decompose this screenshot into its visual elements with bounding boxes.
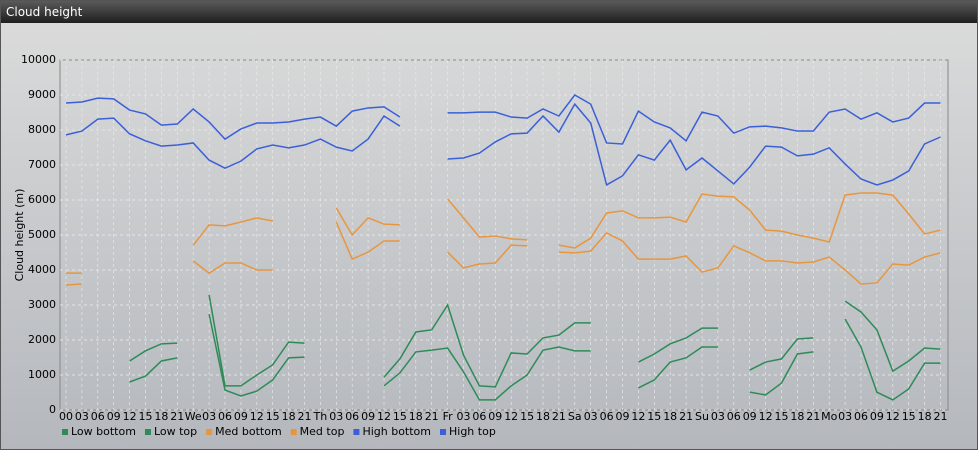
legend-swatch <box>144 429 151 435</box>
window-title: Cloud height <box>1 1 977 23</box>
legend-label: High bottom <box>362 425 431 438</box>
legend-label: Low top <box>154 425 197 438</box>
x-tick-label: 09 <box>234 410 248 423</box>
x-tick-label: 06 <box>218 410 232 423</box>
x-tick-label: 18 <box>282 410 296 423</box>
x-tick-label: 09 <box>361 410 375 423</box>
x-tick-label: Su <box>695 410 709 423</box>
x-tick-label: 18 <box>536 410 550 423</box>
x-tick-label: Fr <box>443 410 454 423</box>
x-tick-label: 15 <box>902 410 916 423</box>
x-tick-label: 09 <box>616 410 630 423</box>
x-tick-label: 00 <box>59 410 73 423</box>
legend-swatch <box>290 429 297 435</box>
x-tick-label: 21 <box>298 410 312 423</box>
x-tick-label: 15 <box>775 410 789 423</box>
x-tick-label: 03 <box>457 410 471 423</box>
y-tick-label: 4000 <box>28 263 56 276</box>
series-line <box>65 221 941 286</box>
y-tick-label: 3000 <box>28 298 56 311</box>
x-tick-label: 12 <box>504 410 518 423</box>
x-tick-label: 06 <box>472 410 486 423</box>
series-line <box>66 192 941 274</box>
x-tick-label: 09 <box>870 410 884 423</box>
y-tick-label: 10000 <box>21 53 56 66</box>
x-tick-label: 09 <box>107 410 121 423</box>
x-tick-label: 15 <box>139 410 153 423</box>
x-tick-label: Th <box>313 410 328 423</box>
x-tick-label: 12 <box>886 410 900 423</box>
x-tick-label: 21 <box>934 410 948 423</box>
x-tick-label: We <box>185 410 202 423</box>
x-tick-label: 03 <box>75 410 89 423</box>
legend-swatch <box>62 429 68 435</box>
x-tick-label: 15 <box>647 410 661 423</box>
x-tick-label: 03 <box>329 410 343 423</box>
x-tick-label: 12 <box>631 410 645 423</box>
x-tick-label: 03 <box>202 410 216 423</box>
x-tick-label: 18 <box>918 410 932 423</box>
x-tick-label: 15 <box>266 410 280 423</box>
y-tick-label: 7000 <box>28 158 56 171</box>
x-tick-label: 06 <box>727 410 741 423</box>
x-tick-label: 21 <box>425 410 439 423</box>
legend-swatch <box>440 429 446 435</box>
x-tick-label: 18 <box>790 410 804 423</box>
x-tick-label: 21 <box>679 410 693 423</box>
x-tick-label: 21 <box>170 410 184 423</box>
y-tick-label: 5000 <box>28 228 56 241</box>
x-tick-label: 12 <box>123 410 137 423</box>
x-tick-label: 21 <box>552 410 566 423</box>
x-tick-label: 09 <box>488 410 502 423</box>
x-tick-label: 12 <box>759 410 773 423</box>
x-tick-label: 18 <box>409 410 423 423</box>
x-tick-label: 06 <box>854 410 868 423</box>
x-tick-label: 09 <box>743 410 757 423</box>
x-tick-label: Mo <box>821 410 837 423</box>
x-tick-label: 18 <box>663 410 677 423</box>
legend-label: High top <box>449 425 496 438</box>
y-tick-label: 8000 <box>28 123 56 136</box>
x-tick-label: 12 <box>377 410 391 423</box>
legend-label: Low bottom <box>71 425 136 438</box>
x-tick-label: 06 <box>345 410 359 423</box>
legend-swatch <box>353 429 360 435</box>
x-tick-label: 03 <box>711 410 725 423</box>
legend-label: Med bottom <box>215 425 282 438</box>
x-tick-label: 12 <box>250 410 264 423</box>
x-tick-label: 18 <box>154 410 168 423</box>
x-tick-label: 03 <box>838 410 852 423</box>
series-line <box>129 294 941 388</box>
series-line <box>65 94 941 145</box>
x-tick-label: 21 <box>806 410 820 423</box>
x-tick-label: 06 <box>91 410 105 423</box>
y-tick-label: 6000 <box>28 193 56 206</box>
series-line <box>129 313 941 401</box>
x-tick-label: 06 <box>600 410 614 423</box>
series-line <box>65 102 941 187</box>
y-tick-label: 2000 <box>28 333 56 346</box>
x-tick-label: 15 <box>393 410 407 423</box>
x-tick-label: 15 <box>520 410 534 423</box>
y-tick-label: 9000 <box>28 88 56 101</box>
legend-swatch <box>206 429 213 435</box>
y-tick-label: 1000 <box>28 368 56 381</box>
y-tick-label: 0 <box>49 403 56 416</box>
x-tick-label: 03 <box>584 410 598 423</box>
x-tick-label: Sa <box>568 410 582 423</box>
y-axis-label: Cloud height (m) <box>13 189 26 282</box>
legend-label: Med top <box>300 425 345 438</box>
